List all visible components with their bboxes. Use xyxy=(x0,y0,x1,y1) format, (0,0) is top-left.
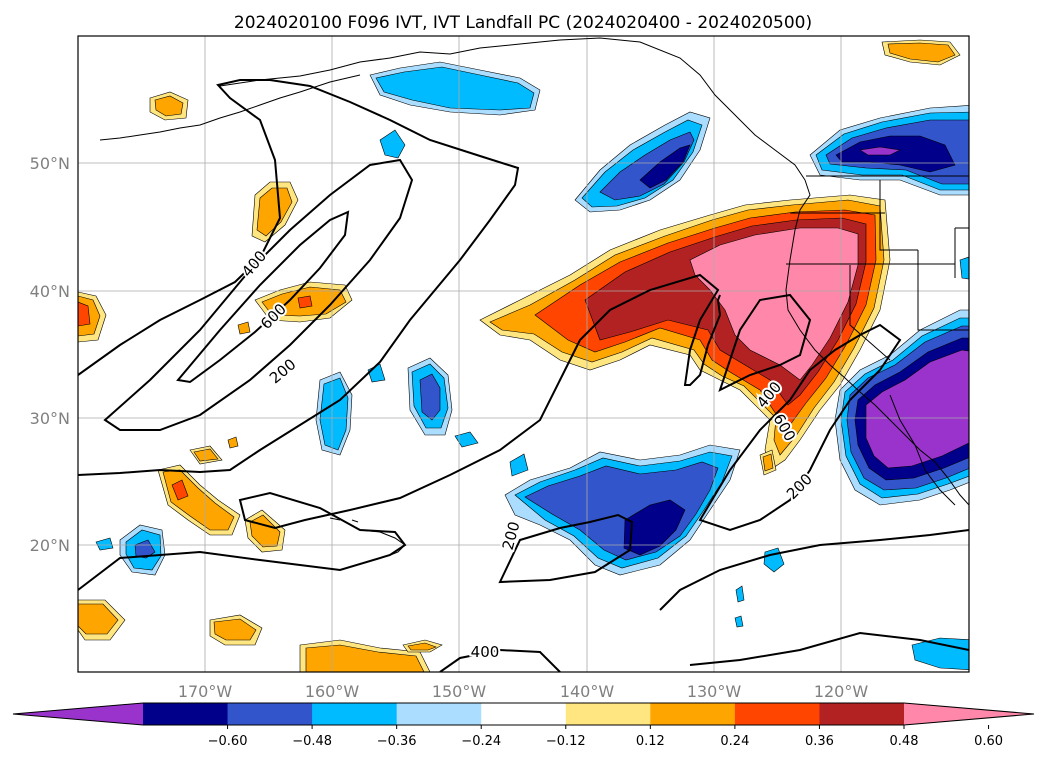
colorbar: −0.60 −0.48 −0.36 −0.24 −0.12 0.12 0.24 0.36 0.4… xyxy=(12,702,1035,749)
colorbar-segment xyxy=(734,703,820,725)
bc-coast xyxy=(794,179,811,231)
lon-label-140w: 140°W xyxy=(560,682,615,701)
positive-blob-14 xyxy=(237,321,251,335)
lat-label-50n: 50°N xyxy=(30,154,70,173)
colorbar-tick-label: −0.24 xyxy=(461,734,501,749)
isoline-400-subtrop xyxy=(498,513,634,584)
positive-blob-15 xyxy=(227,436,239,449)
positive-blob-5-red xyxy=(171,479,189,501)
negative-region-goa-blue xyxy=(599,131,695,201)
colorbar-segment xyxy=(227,703,313,725)
colorbar-tick-label: −0.36 xyxy=(377,734,417,749)
isoline-400-bottom xyxy=(439,648,561,672)
lat-label-30n: 30°N xyxy=(30,409,70,428)
positive-blob-9-core xyxy=(213,618,257,641)
isoline-200-landfall xyxy=(698,323,902,532)
colorbar-tick-label: −0.60 xyxy=(208,734,248,749)
colorbar-tick-label: 0.36 xyxy=(805,734,834,749)
positive-blob-11-core xyxy=(407,642,437,651)
isoline-landfall-inner xyxy=(718,293,812,392)
colorbar-tick-label: 0.48 xyxy=(890,734,919,749)
pc-shading xyxy=(78,39,969,672)
colorbar-segment xyxy=(481,703,567,725)
negative-region-bc-purple xyxy=(859,146,901,156)
colorbar-segment xyxy=(565,703,651,725)
figure-title: 2024020100 F096 IVT, IVT Landfall PC (20… xyxy=(234,13,812,33)
lon-label-130w: 130°W xyxy=(687,682,742,701)
map-area: 4004006006002002004004006006002002002002… xyxy=(78,36,969,672)
lon-label-170w: 170°W xyxy=(178,682,233,701)
positive-blob-8-core xyxy=(78,603,119,635)
isoline-200-north xyxy=(78,79,520,476)
positive-blob-13-core xyxy=(762,453,774,472)
lon-label-160w: 160°W xyxy=(305,682,360,701)
negative-blob-6 xyxy=(509,453,529,477)
isoline-400-jet xyxy=(103,158,414,431)
negative-blob-8 xyxy=(95,537,114,551)
state-border-nm xyxy=(954,227,969,278)
latitude-labels: 50°N 40°N 30°N 20°N xyxy=(30,154,70,555)
lon-label-120w: 120°W xyxy=(814,682,869,701)
positive-blob-3-red xyxy=(297,295,313,309)
grid-lines xyxy=(78,36,969,672)
negative-blob-2 xyxy=(319,377,349,451)
negative-region-goa-navy xyxy=(639,144,691,189)
colorbar-tick-label: 0.24 xyxy=(720,734,749,749)
negative-blob-5 xyxy=(454,431,479,448)
us-west-coast xyxy=(785,229,969,506)
negative-blob-3-core xyxy=(419,373,441,421)
isoline-200-south xyxy=(659,529,969,611)
positive-blob-4-red xyxy=(78,301,91,327)
hawaii-small xyxy=(329,517,359,523)
colorbar-segment xyxy=(312,703,398,725)
positive-blob-12-core xyxy=(887,42,956,63)
positive-blob-1-core xyxy=(154,95,184,117)
colorbar-tick-label: 0.60 xyxy=(974,734,1003,749)
colorbar-extend-high xyxy=(904,703,1034,725)
aleutian-chain xyxy=(99,74,361,141)
isoline-600-jet xyxy=(176,210,350,384)
negative-region-sw-purple xyxy=(865,349,969,469)
negative-blob-10 xyxy=(911,637,969,670)
state-border-id xyxy=(879,180,918,251)
positive-region-pink xyxy=(689,227,859,381)
negative-blob-1 xyxy=(379,129,406,159)
negative-blob-13 xyxy=(959,256,969,280)
isoline-400-southeast xyxy=(689,631,969,666)
lat-label-20n: 20°N xyxy=(30,536,70,555)
state-border-az xyxy=(917,250,969,331)
lon-label-150w: 150°W xyxy=(432,682,487,701)
lat-label-40n: 40°N xyxy=(30,282,70,301)
map-frame xyxy=(77,35,970,673)
colorbar-extend-low xyxy=(13,703,143,725)
negative-blob-12 xyxy=(734,615,744,628)
coastlines xyxy=(99,37,969,557)
alaska-coast xyxy=(219,37,806,181)
colorbar-segment xyxy=(650,703,736,725)
positive-blob-10-core xyxy=(305,644,425,672)
longitude-labels: 170°W 160°W 150°W 140°W 130°W 120°W xyxy=(178,682,869,701)
colorbar-tick-label: −0.48 xyxy=(292,734,332,749)
positive-blob-2-core xyxy=(256,187,293,237)
ivt-isolines xyxy=(78,79,969,672)
contour-label-halo: 400 xyxy=(471,643,500,661)
colorbar-segment xyxy=(143,703,229,725)
negative-blob-11 xyxy=(735,585,745,603)
colorbar-segment xyxy=(819,703,905,725)
colorbar-outline xyxy=(12,702,1035,726)
colorbar-tick-label: 0.12 xyxy=(636,734,665,749)
contour-label: 400 xyxy=(471,643,500,661)
isoline-200-subtrop xyxy=(78,273,722,591)
state-border-ca-nv xyxy=(849,265,891,361)
colorbar-tick-label: −0.12 xyxy=(546,734,586,749)
negative-region-aleut-cyan xyxy=(375,66,535,111)
baja-california xyxy=(889,394,956,506)
colorbar-segment xyxy=(396,703,482,725)
